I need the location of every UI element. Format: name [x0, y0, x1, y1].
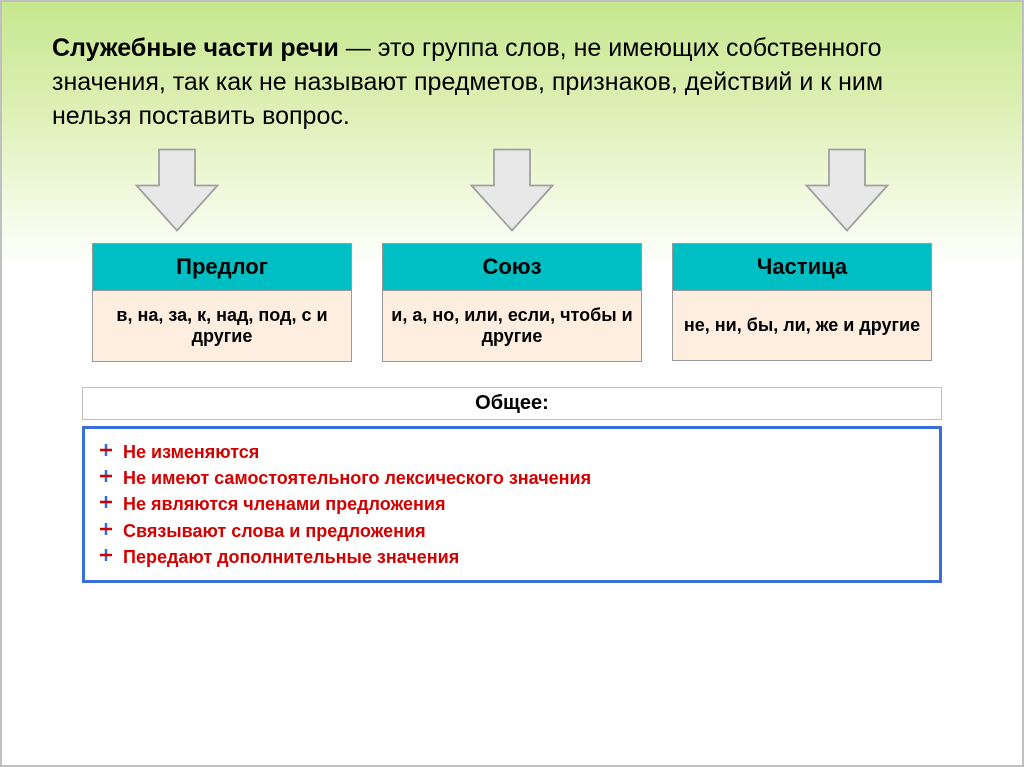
common-item-text: Связывают слова и предложения [123, 518, 426, 544]
arrow-down-icon [802, 145, 892, 235]
bullet-icon [99, 495, 113, 509]
slide: Служебные части речи — это группа слов, … [0, 0, 1024, 767]
arrow-down-icon [467, 145, 557, 235]
common-item: Не являются членами предложения [99, 491, 925, 517]
bullet-icon [99, 443, 113, 457]
box-header: Союз [382, 243, 642, 291]
box-predlog: Предлог в, на, за, к, над, под, с и друг… [92, 243, 352, 362]
common-item-text: Не имеют самостоятельного лексического з… [123, 465, 591, 491]
box-soyuz: Союз и, а, но, или, если, чтобы и другие [382, 243, 642, 362]
common-section: Общее: Не изменяются Не имеют самостояте… [52, 387, 972, 582]
definition-term: Служебные части речи [52, 34, 339, 62]
common-item: Не имеют самостоятельного лексического з… [99, 465, 925, 491]
arrow-down-icon [132, 145, 222, 235]
box-header: Частица [672, 243, 932, 291]
common-item: Не изменяются [99, 439, 925, 465]
common-title: Общее: [82, 387, 942, 420]
common-item: Связывают слова и предложения [99, 518, 925, 544]
box-body: и, а, но, или, если, чтобы и другие [382, 291, 642, 362]
boxes-row: Предлог в, на, за, к, над, под, с и друг… [52, 243, 972, 362]
definition-paragraph: Служебные части речи — это группа слов, … [52, 32, 952, 133]
box-chastica: Частица не, ни, бы, ли, же и другие [672, 243, 932, 362]
box-body: в, на, за, к, над, под, с и другие [92, 291, 352, 362]
bullet-icon [99, 522, 113, 536]
common-item-text: Не являются членами предложения [123, 491, 445, 517]
common-box: Не изменяются Не имеют самостоятельного … [82, 426, 942, 582]
bullet-icon [99, 548, 113, 562]
common-item-text: Не изменяются [123, 439, 259, 465]
box-body: не, ни, бы, ли, же и другие [672, 291, 932, 361]
common-item-text: Передают дополнительные значения [123, 544, 459, 570]
arrows-row [52, 133, 972, 235]
bullet-icon [99, 469, 113, 483]
box-header: Предлог [92, 243, 352, 291]
common-item: Передают дополнительные значения [99, 544, 925, 570]
